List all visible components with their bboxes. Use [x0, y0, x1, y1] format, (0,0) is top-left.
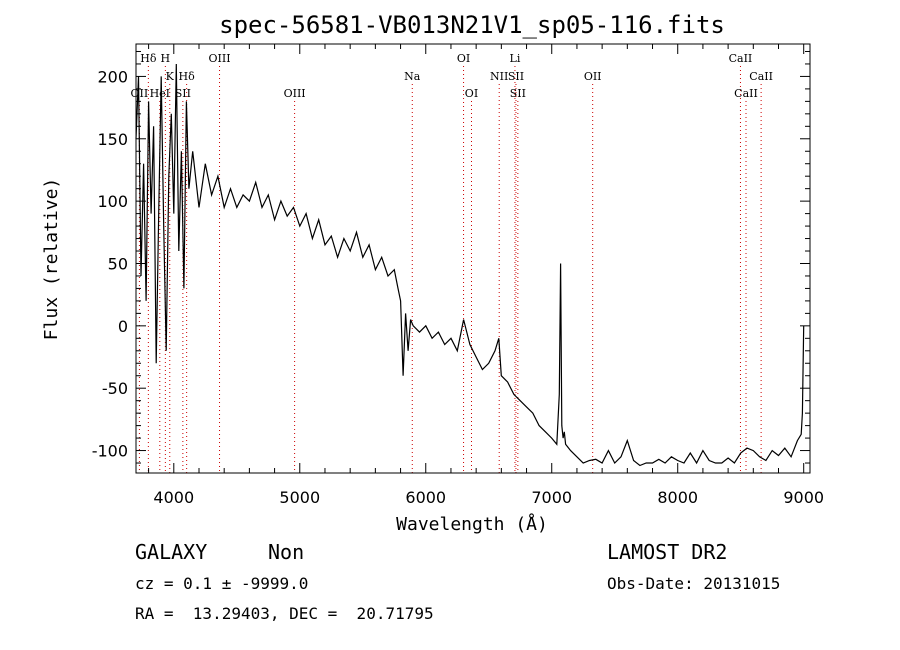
- line-marker-label: SII: [510, 87, 526, 100]
- survey-name: LAMOST DR2: [607, 540, 728, 564]
- spectrum-series: [135, 63, 805, 467]
- x-tick-label: 6000: [405, 488, 446, 507]
- x-axis-label: Wavelength (Å): [396, 513, 548, 535]
- y-tick-label: 200: [97, 67, 128, 86]
- axes: 4000 5000 6000 7000 8000 9000 -100 -50 0 50 100 150…: [92, 44, 824, 507]
- line-marker-label: Na: [404, 70, 421, 83]
- line-marker-label: SII: [175, 87, 191, 100]
- line-marker-label: SII: [508, 70, 524, 83]
- line-marker-label: OI: [457, 52, 470, 65]
- x-tick-label: 8000: [657, 488, 698, 507]
- line-marker-label: CaII: [729, 52, 753, 65]
- line-marker-label: OII: [584, 70, 602, 83]
- line-marker-label: Hδ: [140, 52, 157, 65]
- chart-title: spec-56581-VB013N21V1_sp05-116.fits: [219, 11, 725, 39]
- line-marker-label: HeI: [150, 87, 170, 100]
- y-tick-label: 100: [97, 192, 128, 211]
- line-marker-label: Hδ: [179, 70, 196, 83]
- line-marker-label: K: [166, 70, 175, 83]
- spectrum-line: [135, 63, 805, 467]
- x-tick-label: 5000: [279, 488, 320, 507]
- line-marker-label: OI: [465, 87, 478, 100]
- y-tick-label: -100: [92, 442, 128, 461]
- y-tick-label: 50: [108, 254, 128, 273]
- line-marker-label: H: [161, 52, 171, 65]
- line-marker-label: CaII: [749, 70, 773, 83]
- coordinates-text: RA = 13.29403, DEC = 20.71795: [135, 604, 434, 623]
- line-marker-label: Li: [510, 52, 521, 65]
- line-marker-label: CaII: [734, 87, 758, 100]
- line-marker-label: OIII: [284, 87, 306, 100]
- y-tick-label: 0: [118, 317, 128, 336]
- line-marker-label: NII: [490, 70, 508, 83]
- redshift-text: cz = 0.1 ± -9999.0: [135, 574, 309, 593]
- object-class: GALAXY: [135, 540, 208, 564]
- object-subclass: Non: [268, 540, 305, 564]
- line-marker-label: OII: [131, 87, 149, 100]
- line-marker-label: OIII: [208, 52, 230, 65]
- x-tick-label: 4000: [153, 488, 194, 507]
- obs-date-text: Obs-Date: 20131015: [607, 574, 781, 593]
- x-tick-label: 9000: [783, 488, 824, 507]
- plot-frame: [135, 43, 811, 474]
- y-axis-label: Flux (relative): [41, 178, 62, 341]
- x-tick-label: 7000: [531, 488, 572, 507]
- y-tick-label: -50: [102, 379, 128, 398]
- y-tick-label: 150: [97, 130, 128, 149]
